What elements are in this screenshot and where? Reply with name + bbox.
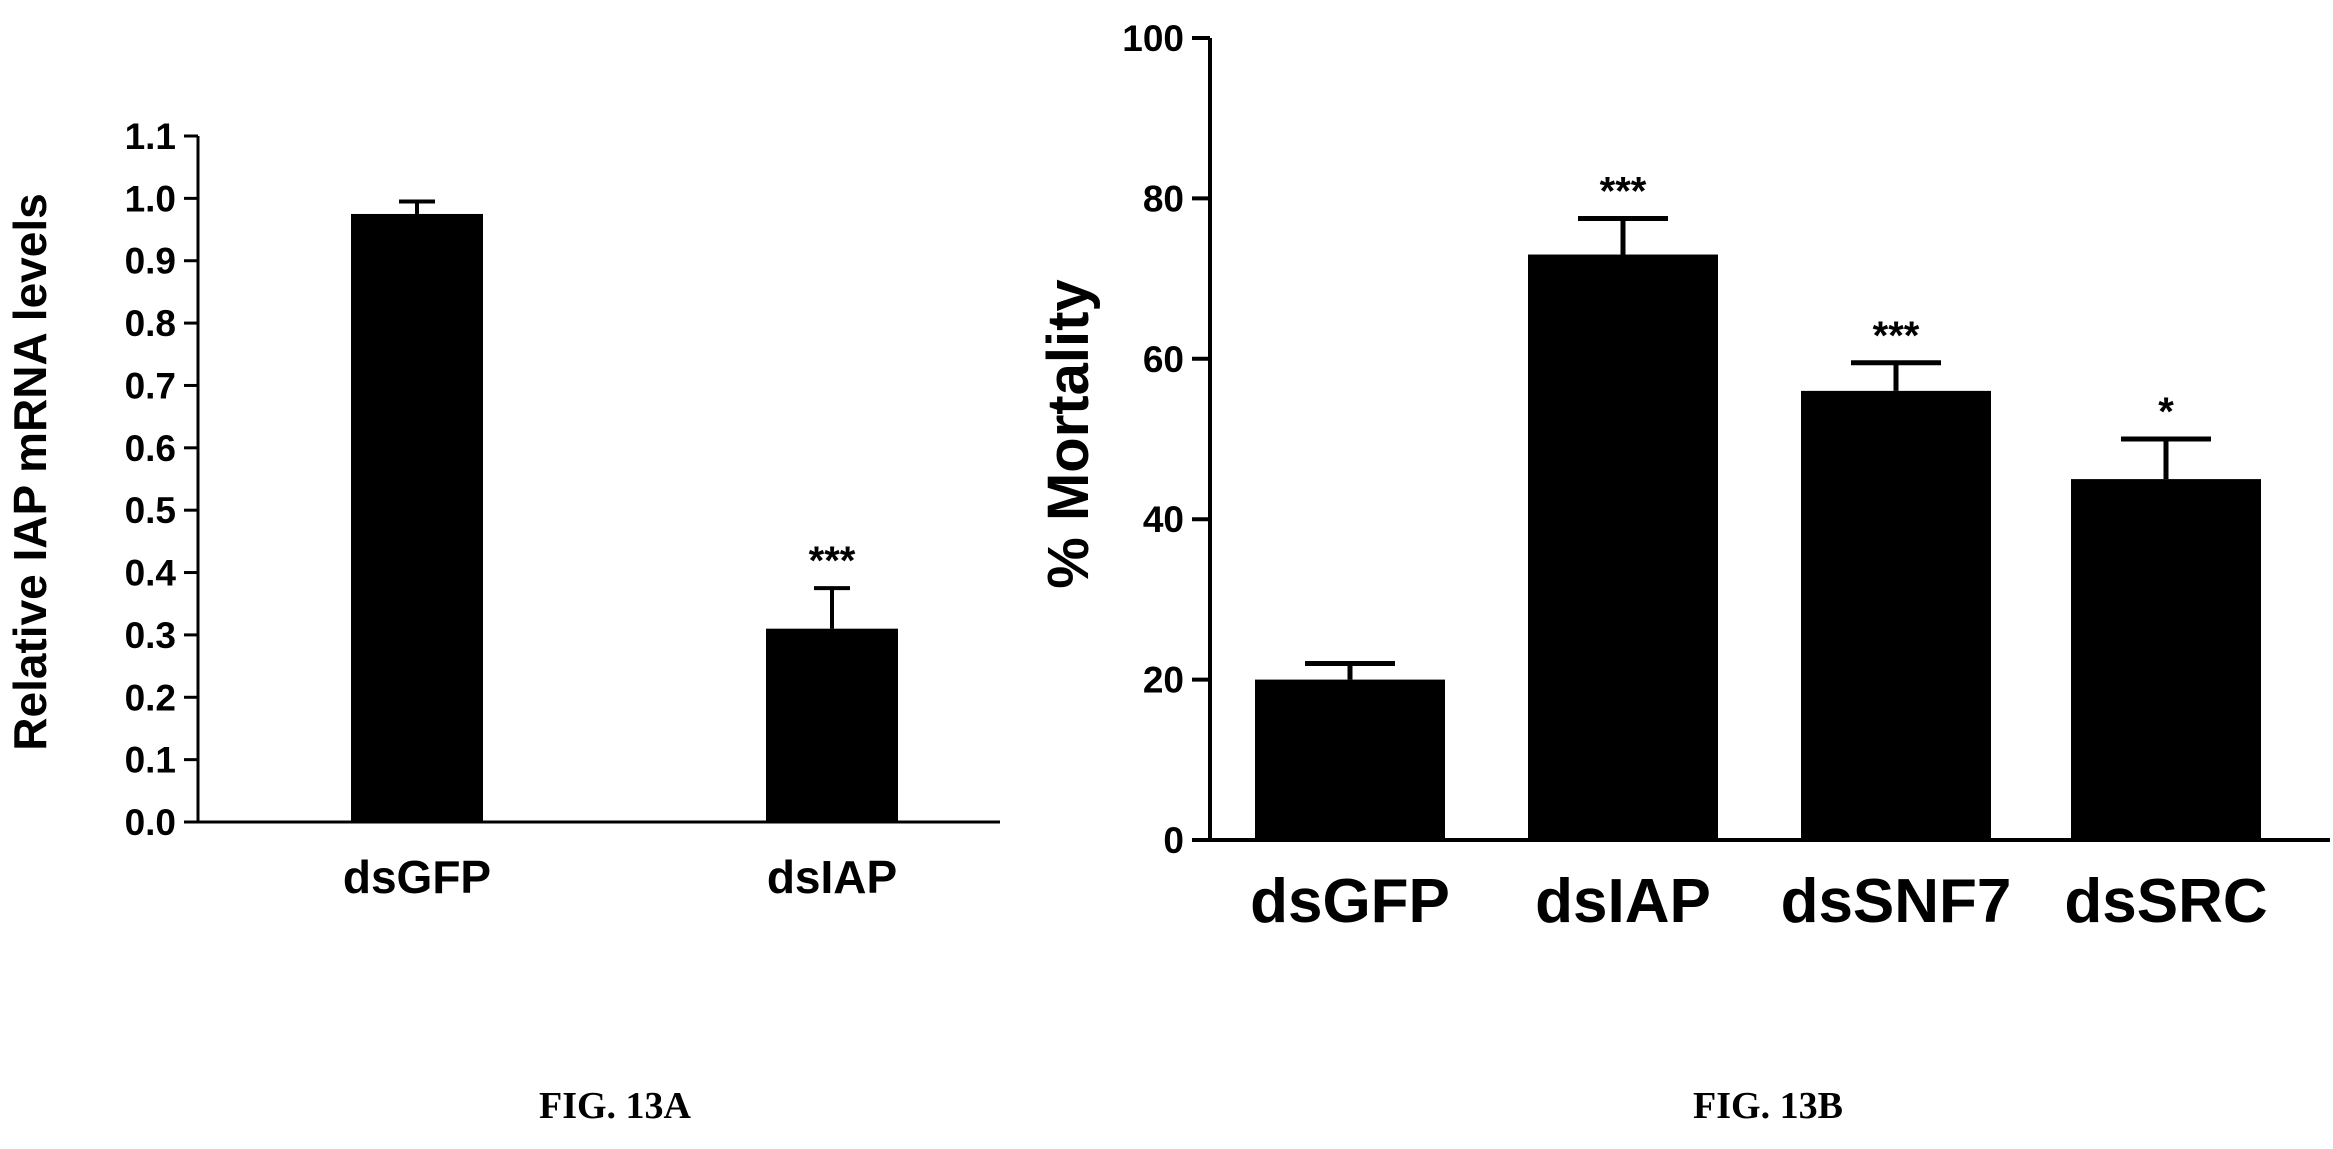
y-tick-label: 0.1 [125,740,176,781]
y-tick-label: 0.7 [125,365,176,406]
y-tick-label: 100 [1122,18,1184,59]
y-tick-label: 0.9 [125,241,176,282]
chart-13a-caption: FIG. 13A [539,1085,692,1127]
bar-dssrc [2071,479,2261,840]
chart-13a-bars [351,199,898,823]
bar-dsiap [1528,254,1718,841]
y-tick-label: 40 [1143,499,1184,540]
y-tick-label: 80 [1143,178,1184,219]
y-tick-label: 0.0 [125,802,176,843]
category-label: dsGFP [343,851,491,903]
chart-13a: 0.0 0.1 0.2 0.3 0.4 0.5 0.6 0.7 0.8 0.9 1.0 1.1 dsGF… [4,116,1000,1127]
category-label: dsIAP [1535,867,1711,936]
significance-label: *** [1873,314,1920,358]
significance-label: * [2158,390,2174,434]
y-tick-label: 0.5 [125,490,176,531]
y-tick-label: 1.1 [125,116,176,157]
category-label: dsSNF7 [1781,867,2012,936]
chart-13a-ylabel: Relative IAP mRNA levels [4,193,56,750]
chart-13b-labels: 0 20 40 60 80 100 dsGFP *** dsIAP *** dsSNF7 * dsSRC [1122,18,2267,936]
chart-13b: 0 20 40 60 80 100 dsGFP *** dsIAP *** dsSNF7 * dsSRC… [1036,18,2330,1127]
y-tick-label: 20 [1143,660,1184,701]
significance-label: *** [809,539,856,583]
chart-13b-bars [1255,215,2261,841]
y-tick-label: 60 [1143,339,1184,380]
y-tick-label: 0.4 [125,553,177,594]
category-label: dsGFP [1250,867,1450,936]
y-tick-label: 1.0 [125,178,176,219]
y-tick-label: 0.8 [125,303,176,344]
y-tick-label: 0.3 [125,615,176,656]
chart-13a-labels: 0.0 0.1 0.2 0.3 0.4 0.5 0.6 0.7 0.8 0.9 1.0 1.1 dsGF… [125,116,898,903]
category-label: dsSRC [2064,867,2267,936]
significance-label: *** [1600,169,1647,213]
y-tick-label: 0.2 [125,677,176,718]
category-label: dsIAP [767,851,897,903]
chart-13b-ylabel: % Mortality [1036,279,1101,588]
bar-dssnf7 [1801,390,1991,840]
bar-dsgfp [351,213,483,823]
bar-dsiap [766,628,898,822]
bar-dsgfp [1255,679,1445,840]
y-tick-label: 0.6 [125,428,176,469]
y-tick-label: 0 [1163,820,1184,861]
chart-13b-caption: FIG. 13B [1693,1085,1843,1127]
